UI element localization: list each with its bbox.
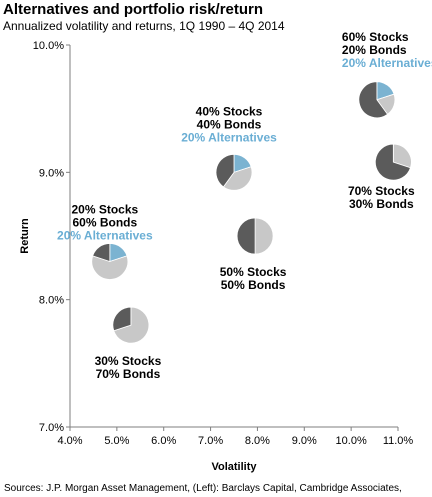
pie-marker bbox=[112, 306, 150, 344]
x-axis-label: Volatility bbox=[211, 461, 257, 473]
point-label-line: 40% Bonds bbox=[197, 117, 262, 131]
point-label-line: 20% Stocks bbox=[71, 202, 138, 216]
scatter-chart: 4.0% 5.0% 6.0% 7.0% 8.0% 9.0% 10.0% 11.0% 7.0% 8.… bbox=[19, 30, 432, 473]
x-tick-label: 10.0% bbox=[336, 435, 367, 447]
point-label-line: 60% Bonds bbox=[72, 215, 137, 229]
pie-slice-stocks bbox=[358, 81, 389, 119]
point-label-line: 20% Alternatives bbox=[342, 56, 432, 70]
pie-marker bbox=[358, 81, 396, 119]
y-tick-label: 8.0% bbox=[39, 295, 64, 307]
pie-marker bbox=[91, 243, 129, 280]
point-label-line: 20% Alternatives bbox=[57, 228, 153, 242]
point-label-line: 20% Bonds bbox=[342, 43, 407, 57]
pie-slice-bonds bbox=[91, 255, 129, 280]
pie-slice-bonds bbox=[113, 306, 150, 344]
x-tick-label: 9.0% bbox=[292, 435, 317, 447]
x-tick-label: 6.0% bbox=[151, 435, 176, 447]
source-note: Sources: J.P. Morgan Asset Management, (… bbox=[4, 483, 402, 494]
x-tick-label: 8.0% bbox=[245, 435, 270, 447]
point-label-line: 60% Stocks bbox=[342, 30, 409, 44]
pie-slice-bonds bbox=[254, 217, 274, 255]
chart-subtitle: Annualized volatility and returns, 1Q 19… bbox=[3, 19, 285, 33]
pie-marker bbox=[374, 143, 412, 181]
point-label-line: 40% Stocks bbox=[196, 104, 263, 118]
pie-slice-stocks bbox=[236, 217, 256, 255]
chart-title: Alternatives and portfolio risk/return bbox=[3, 1, 264, 18]
pie-slice-stocks bbox=[374, 143, 411, 181]
point-label-line: 50% Stocks bbox=[220, 265, 287, 279]
point-label-line: 20% Alternatives bbox=[181, 130, 277, 144]
pie-slice-stocks bbox=[92, 243, 111, 263]
pie-slice-bonds bbox=[392, 143, 412, 169]
point-label-line: 30% Stocks bbox=[95, 354, 162, 368]
pie-markers bbox=[91, 81, 412, 344]
x-tick-label: 5.0% bbox=[104, 435, 129, 447]
point-label-line: 50% Bonds bbox=[221, 278, 286, 292]
pie-slice-stocks bbox=[112, 306, 132, 332]
y-tick-label: 7.0% bbox=[39, 422, 64, 434]
x-tick-label: 7.0% bbox=[198, 435, 223, 447]
axes: 4.0% 5.0% 6.0% 7.0% 8.0% 9.0% 10.0% 11.0% 7.0% 8.… bbox=[33, 40, 414, 447]
y-tick-label: 10.0% bbox=[33, 40, 64, 52]
pie-marker bbox=[236, 217, 274, 255]
pie-marker bbox=[215, 153, 253, 191]
y-tick-label: 9.0% bbox=[39, 167, 64, 179]
pie-slice-stocks bbox=[215, 153, 235, 188]
point-label-line: 70% Bonds bbox=[96, 367, 161, 381]
x-tick-label: 4.0% bbox=[57, 435, 82, 447]
point-label-line: 30% Bonds bbox=[349, 197, 414, 211]
x-tick-label: 11.0% bbox=[383, 435, 414, 447]
point-label-line: 70% Stocks bbox=[348, 184, 415, 198]
y-axis-label: Return bbox=[19, 218, 31, 254]
pie-slice-bonds bbox=[222, 166, 253, 191]
